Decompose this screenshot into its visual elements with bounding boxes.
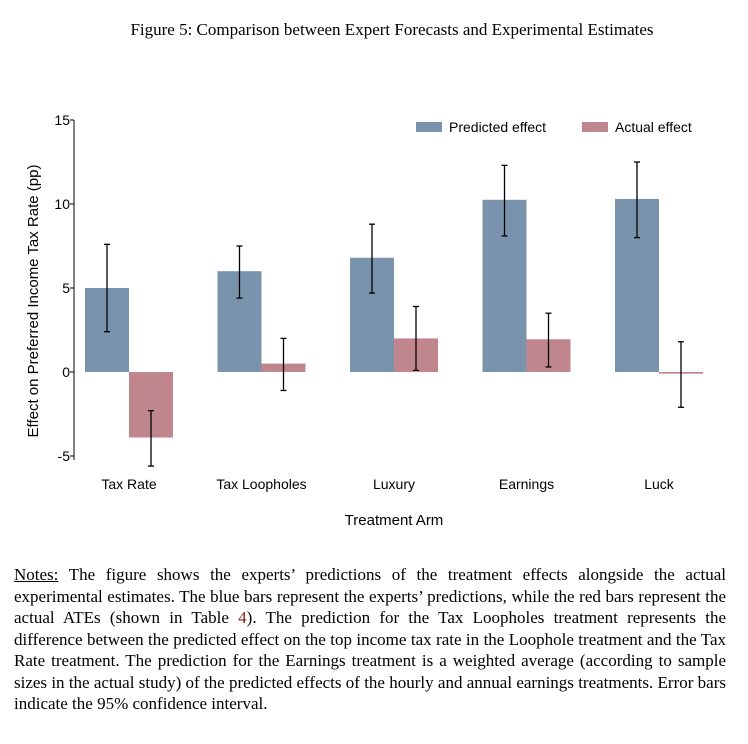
notes-label: Notes: [14, 565, 59, 584]
x-tick-label: Luxury [373, 476, 415, 492]
x-axis-label: Treatment Arm [345, 512, 444, 529]
y-tick-label: 10 [54, 196, 70, 212]
y-tick-label: 15 [54, 112, 70, 128]
y-axis-label: Effect on Preferred Income Tax Rate (pp) [25, 165, 42, 438]
notes-text-1: The figure shows the experts’ prediction… [14, 565, 726, 627]
y-tick-label: 5 [62, 280, 70, 296]
figure-caption-text: Figure 5: Comparison between Expert Fore… [130, 20, 654, 39]
x-tick-label: Tax Rate [101, 476, 156, 492]
legend-swatch-0 [416, 122, 442, 132]
bar-chart: -5 0 5 10 15 Effect on Preferred Income Tax R… [25, 112, 703, 529]
x-tick-label: Earnings [499, 476, 554, 492]
x-tick-label: Tax Loopholes [216, 476, 306, 492]
table-reference-link[interactable]: 4 [238, 608, 247, 627]
x-tick-label: Luck [644, 476, 675, 492]
figure-notes: Notes: The figure shows the experts’ pre… [14, 564, 726, 715]
notes-text-2: ). The prediction for the Tax Loopholes … [14, 608, 727, 713]
figure-caption: Figure 5: Comparison between Expert Fore… [0, 20, 748, 40]
y-tick-label: -5 [58, 448, 71, 464]
y-tick-label: 0 [62, 364, 70, 380]
legend-swatch-1 [582, 122, 608, 132]
legend-label: Actual effect [615, 119, 692, 135]
legend-label: Predicted effect [449, 119, 546, 135]
